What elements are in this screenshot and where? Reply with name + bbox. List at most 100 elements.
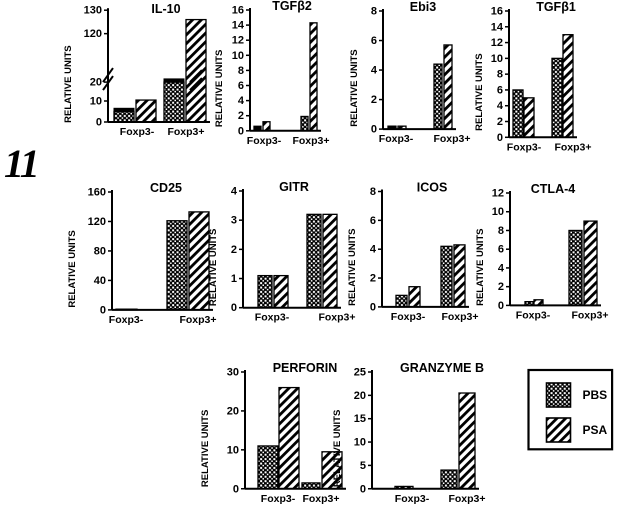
svg-text:Foxp3+: Foxp3+	[302, 493, 339, 505]
svg-text:10: 10	[232, 50, 244, 62]
svg-text:2: 2	[371, 94, 377, 106]
svg-text:130: 130	[84, 5, 102, 17]
svg-text:30: 30	[227, 367, 239, 379]
svg-text:GITR: GITR	[279, 180, 309, 194]
svg-text:RELATIVE UNITS: RELATIVE UNITS	[200, 410, 211, 487]
svg-text:4: 4	[231, 186, 238, 198]
svg-text:0: 0	[497, 132, 503, 144]
svg-text:6: 6	[498, 244, 504, 256]
svg-text:15: 15	[354, 413, 366, 425]
svg-text:PERFORIN: PERFORIN	[273, 361, 338, 375]
svg-text:12: 12	[492, 188, 504, 200]
svg-text:2: 2	[370, 273, 376, 285]
svg-text:Foxp3-: Foxp3-	[261, 493, 296, 505]
svg-text:Foxp3+: Foxp3+	[318, 312, 355, 324]
svg-text:Foxp3-: Foxp3-	[120, 126, 155, 138]
svg-text:0: 0	[231, 302, 237, 314]
svg-text:RELATIVE UNITS: RELATIVE UNITS	[349, 49, 360, 126]
svg-text:PSA: PSA	[583, 423, 608, 437]
svg-text:6: 6	[370, 215, 376, 227]
svg-text:16: 16	[491, 6, 503, 18]
svg-text:10: 10	[90, 96, 102, 108]
svg-text:Foxp3-: Foxp3-	[255, 312, 290, 324]
svg-text:Ebi3: Ebi3	[410, 0, 436, 14]
svg-text:Foxp3+: Foxp3+	[441, 311, 478, 323]
svg-text:Foxp3+: Foxp3+	[179, 314, 216, 326]
svg-text:1: 1	[231, 273, 237, 285]
svg-text:160: 160	[88, 187, 106, 199]
svg-text:8: 8	[238, 65, 244, 77]
svg-text:Foxp3-: Foxp3-	[391, 311, 426, 323]
svg-text:25: 25	[354, 367, 366, 379]
svg-text:ICOS: ICOS	[417, 181, 448, 195]
svg-text:Foxp3-: Foxp3-	[507, 141, 542, 153]
svg-text:10: 10	[354, 437, 366, 449]
svg-text:Foxp3+: Foxp3+	[292, 135, 329, 147]
svg-text:RELATIVE UNITS: RELATIVE UNITS	[67, 230, 78, 307]
svg-text:0: 0	[498, 300, 504, 312]
svg-text:40: 40	[94, 275, 106, 287]
svg-text:Foxp3-: Foxp3-	[516, 309, 551, 321]
svg-text:16: 16	[232, 5, 244, 17]
svg-text:12: 12	[491, 37, 503, 49]
svg-text:0: 0	[360, 483, 366, 495]
svg-text:10: 10	[227, 444, 239, 456]
svg-text:10: 10	[491, 53, 503, 65]
svg-text:6: 6	[238, 80, 244, 92]
svg-text:Foxp3-: Foxp3-	[247, 135, 282, 147]
svg-text:Foxp3-: Foxp3-	[395, 493, 430, 505]
svg-text:5: 5	[360, 460, 366, 472]
svg-text:RELATIVE UNITS: RELATIVE UNITS	[475, 228, 486, 305]
svg-text:Foxp3+: Foxp3+	[448, 493, 485, 505]
svg-text:20: 20	[90, 77, 102, 89]
svg-text:120: 120	[84, 28, 102, 40]
svg-text:0: 0	[238, 125, 244, 137]
svg-text:6: 6	[371, 35, 377, 47]
svg-text:RELATIVE UNITS: RELATIVE UNITS	[347, 228, 358, 305]
svg-text:4: 4	[371, 65, 378, 77]
svg-text:4: 4	[497, 100, 504, 112]
svg-text:0: 0	[371, 124, 377, 136]
svg-text:0: 0	[100, 304, 106, 316]
svg-text:RELATIVE UNITS: RELATIVE UNITS	[332, 410, 343, 487]
svg-text:8: 8	[498, 225, 504, 237]
svg-text:RELATIVE UNITS: RELATIVE UNITS	[63, 45, 74, 122]
svg-text:4: 4	[370, 244, 377, 256]
svg-text:8: 8	[497, 69, 503, 81]
svg-text:10: 10	[492, 206, 504, 218]
svg-text:CTLA-4: CTLA-4	[531, 182, 575, 196]
svg-text:120: 120	[88, 216, 106, 228]
svg-text:Foxp3-: Foxp3-	[379, 133, 414, 145]
svg-text:20: 20	[227, 405, 239, 417]
svg-text:RELATIVE UNITS: RELATIVE UNITS	[214, 50, 225, 127]
svg-text:0: 0	[370, 301, 376, 313]
svg-text:CD25: CD25	[150, 181, 182, 195]
svg-text:20: 20	[354, 390, 366, 402]
svg-text:Foxp3+: Foxp3+	[554, 141, 591, 153]
svg-text:8: 8	[370, 186, 376, 198]
svg-text:Foxp3-: Foxp3-	[109, 314, 144, 326]
svg-text:0: 0	[96, 117, 102, 129]
svg-text:2: 2	[498, 281, 504, 293]
svg-text:14: 14	[232, 20, 245, 32]
svg-text:8: 8	[371, 6, 377, 18]
svg-text:2: 2	[238, 110, 244, 122]
svg-text:RELATIVE UNITS: RELATIVE UNITS	[208, 229, 219, 306]
svg-text:Foxp3+: Foxp3+	[433, 133, 470, 145]
svg-text:4: 4	[238, 95, 245, 107]
svg-text:Foxp3+: Foxp3+	[167, 126, 204, 138]
svg-text:PBS: PBS	[583, 388, 608, 402]
svg-text:IL-10: IL-10	[151, 2, 180, 16]
svg-text:12: 12	[232, 35, 244, 47]
svg-text:TGFβ2: TGFβ2	[272, 0, 312, 13]
svg-text:80: 80	[94, 245, 106, 257]
svg-text:GRANZYME B: GRANZYME B	[400, 361, 484, 375]
svg-text:4: 4	[498, 262, 505, 274]
svg-text:2: 2	[231, 244, 237, 256]
svg-text:14: 14	[491, 21, 504, 33]
svg-text:2: 2	[497, 116, 503, 128]
svg-text:Foxp3+: Foxp3+	[571, 309, 608, 321]
svg-text:TGFβ1: TGFβ1	[536, 0, 576, 14]
svg-text:3: 3	[231, 215, 237, 227]
svg-text:6: 6	[497, 84, 503, 96]
